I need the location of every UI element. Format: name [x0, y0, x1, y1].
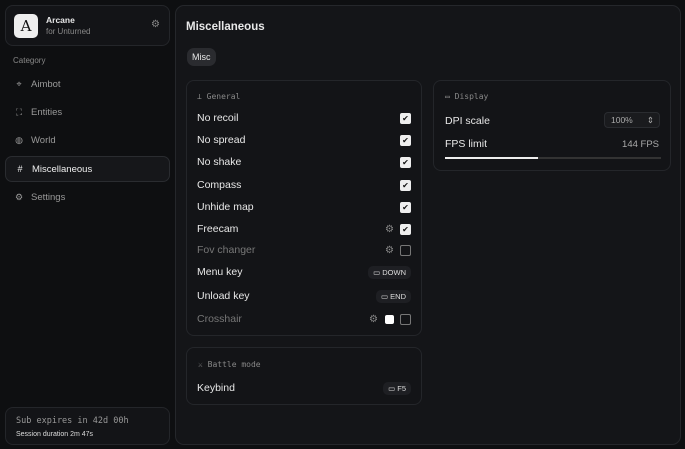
- dpi-scale-select[interactable]: 100% ⇕: [604, 112, 660, 128]
- battle-mode-header: ⚔ Battle mode: [198, 360, 261, 369]
- menu-key-row: Menu key ▭ DOWN: [197, 264, 411, 280]
- row-label: No shake: [197, 156, 242, 168]
- keyboard-icon: ▭: [380, 291, 391, 301]
- keyboard-icon: ▭: [388, 383, 398, 393]
- sidebar-item-label: Miscellaneous: [32, 163, 93, 175]
- display-title: Display: [454, 92, 489, 101]
- display-card: ▭ Display DPI scale 100% ⇕ FPS limit 144 …: [433, 80, 671, 171]
- dpi-value: 100%: [611, 115, 633, 125]
- chart-icon: ⊥: [197, 92, 207, 101]
- fps-slider-fill: [445, 157, 538, 159]
- gear-icon[interactable]: ⚙: [151, 19, 160, 30]
- compass-checkbox[interactable]: ✔: [400, 179, 411, 191]
- fps-slider[interactable]: [445, 157, 661, 159]
- scan-icon: ⛶: [15, 106, 23, 117]
- gear-icon[interactable]: ⚙: [369, 313, 378, 325]
- no-spread-row: No spread ✔: [197, 132, 411, 148]
- display-header: ▭ Display: [445, 92, 488, 101]
- fov-changer-checkbox[interactable]: [400, 244, 411, 256]
- battle-keybind-button[interactable]: ▭ F5: [383, 381, 411, 395]
- keyboard-icon: ▭: [373, 267, 383, 277]
- keybind-row: Keybind ▭ F5: [197, 380, 411, 396]
- row-label: Freecam: [197, 223, 239, 235]
- row-label: Fov changer: [197, 244, 256, 256]
- sidebar-item-aimbot[interactable]: ⌖ Aimbot: [5, 71, 170, 97]
- brand-card: A Arcane for Unturned ⚙: [5, 5, 170, 46]
- no-recoil-checkbox[interactable]: ✔: [400, 112, 411, 124]
- gear-icon[interactable]: ⚙: [385, 244, 394, 256]
- row-label: Compass: [197, 179, 242, 191]
- row-label: Unload key: [197, 290, 250, 302]
- sidebar-item-miscellaneous[interactable]: # Miscellaneous: [5, 156, 170, 182]
- main-panel: Miscellaneous Misc ⊥ General No recoil ✔ …: [175, 5, 681, 445]
- globe-icon: ◍: [15, 134, 23, 145]
- fps-limit-label: FPS limit: [445, 138, 487, 150]
- gear-icon: ⚙: [14, 191, 24, 202]
- row-label: Menu key: [197, 266, 243, 278]
- app-name: Arcane: [46, 15, 75, 25]
- row-label: Crosshair: [197, 313, 242, 325]
- general-title: General: [206, 92, 241, 101]
- general-card: ⊥ General No recoil ✔ No spread ✔ No shake…: [186, 80, 422, 336]
- unhide-map-checkbox[interactable]: ✔: [400, 201, 411, 213]
- app-logo: A: [14, 14, 38, 38]
- fps-value: 144 FPS: [622, 139, 659, 150]
- crosshair-checkbox[interactable]: [400, 313, 411, 325]
- spinner-icon: ⇕: [646, 115, 654, 125]
- key-value: DOWN: [382, 267, 406, 277]
- monitor-icon: ▭: [445, 92, 455, 101]
- dpi-scale-label: DPI scale: [445, 115, 490, 127]
- sidebar-item-settings[interactable]: ⚙ Settings: [5, 184, 170, 210]
- sidebar-item-entities[interactable]: ⛶ Entities: [5, 99, 170, 125]
- app-subtitle: for Unturned: [46, 27, 91, 36]
- session-duration: Session duration 2m 47s: [16, 431, 94, 438]
- grid-icon: #: [17, 164, 23, 174]
- unload-key-button[interactable]: ▭ END: [375, 289, 411, 303]
- subscription-expiry: Sub expires in 42d 00h: [16, 416, 129, 426]
- row-label: Keybind: [197, 382, 235, 394]
- battle-mode-title: Battle mode: [207, 360, 261, 369]
- page-title: Miscellaneous: [186, 21, 265, 33]
- row-label: No recoil: [197, 112, 239, 124]
- sidebar-item-world[interactable]: ◍ World: [5, 127, 170, 153]
- row-label: Unhide map: [197, 201, 254, 213]
- key-value: END: [390, 291, 406, 301]
- compass-row: Compass ✔: [197, 177, 411, 193]
- crosshair-row: Crosshair ⚙: [197, 311, 411, 327]
- fov-changer-row: Fov changer ⚙: [197, 242, 411, 258]
- unhide-map-row: Unhide map ✔: [197, 199, 411, 215]
- freecam-checkbox[interactable]: ✔: [400, 223, 411, 235]
- row-label: No spread: [197, 134, 246, 146]
- unload-key-row: Unload key ▭ END: [197, 288, 411, 304]
- battle-mode-card: ⚔ Battle mode Keybind ▭ F5: [186, 347, 422, 405]
- freecam-row: Freecam ⚙ ✔: [197, 221, 411, 237]
- subscription-card: Sub expires in 42d 00h Session duration …: [5, 407, 170, 445]
- no-shake-checkbox[interactable]: ✔: [400, 156, 411, 168]
- tab-misc[interactable]: Misc: [187, 48, 216, 66]
- crosshair-color-swatch[interactable]: [385, 314, 394, 324]
- sidebar-item-label: Aimbot: [31, 78, 61, 90]
- sidebar-item-label: Settings: [31, 191, 66, 203]
- category-label: Category: [13, 56, 46, 65]
- no-spread-checkbox[interactable]: ✔: [400, 134, 411, 146]
- key-value: F5: [397, 383, 406, 393]
- general-header: ⊥ General: [197, 92, 240, 101]
- no-shake-row: No shake ✔: [197, 154, 411, 170]
- crosshair-icon: ⌖: [16, 78, 22, 89]
- gear-icon[interactable]: ⚙: [385, 223, 394, 235]
- battle-icon: ⚔: [198, 360, 208, 369]
- menu-key-button[interactable]: ▭ DOWN: [368, 265, 411, 279]
- sidebar-item-label: World: [31, 134, 56, 146]
- no-recoil-row: No recoil ✔: [197, 110, 411, 126]
- sidebar-item-label: Entities: [31, 106, 63, 118]
